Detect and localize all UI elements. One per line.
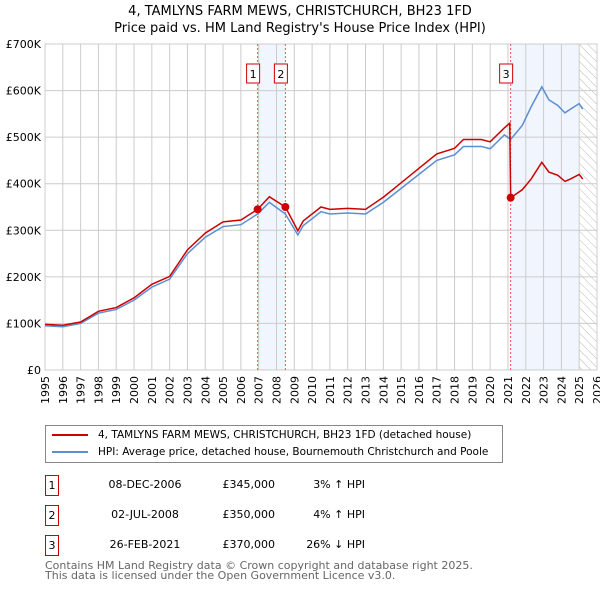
sale-label-box (273, 63, 288, 84)
sale-hpi: 4% ↑ HPI (313, 508, 365, 521)
x-tick-label: 2014 (377, 376, 390, 404)
x-tick-label: 2006 (235, 376, 248, 404)
footer: Contains HM Land Registry data © Crown c… (45, 559, 473, 582)
sale-row-1: 1 08-DEC-2006 £345,000 3% ↑ HPI (45, 475, 445, 496)
x-tick-label: 2026 (591, 376, 600, 404)
x-tick-label: 2012 (342, 376, 355, 404)
y-tick-label: £500K (6, 131, 42, 144)
y-tick-label: £400K (6, 178, 42, 191)
x-tick-label: 1998 (92, 376, 105, 404)
sale-point (253, 205, 262, 214)
x-tick-label: 2008 (270, 376, 283, 404)
series-line-hpi (44, 85, 584, 328)
chart-title: 4, TAMLYNS FARM MEWS, CHRISTCHURCH, BH23… (128, 4, 472, 19)
x-tick-label: 2001 (146, 376, 159, 404)
highlight-span (257, 44, 286, 370)
legend-swatch-blue (52, 451, 88, 453)
x-tick-label: 2000 (128, 376, 141, 404)
sale-date: 08-DEC-2006 (108, 478, 182, 491)
x-tick-label: 2020 (484, 376, 497, 404)
sale-date: 26-FEB-2021 (109, 538, 181, 551)
sale-marker: 2 (45, 505, 59, 526)
x-tick-label: 2018 (449, 376, 462, 404)
y-tick-label: £600K (6, 85, 42, 98)
sale-label-box (246, 63, 261, 84)
x-tick-label: 1999 (110, 376, 123, 404)
sale-price: £345,000 (222, 478, 276, 491)
x-tick-label: 1996 (57, 376, 70, 404)
plot-area: 1995 1996 1997 1998 1999 2000 2001 2002 2003 2004… (6, 38, 600, 404)
footer-line: This data is licensed under the Open Gov… (45, 569, 396, 582)
sale-date: 02-JUL-2008 (111, 508, 179, 521)
x-tick-label: 2004 (199, 376, 212, 404)
sale-hpi: 3% ↑ HPI (313, 478, 365, 491)
x-tick-label: 2021 (502, 376, 515, 404)
y-tick-label: £100K (6, 317, 42, 330)
sale-price: £350,000 (222, 508, 276, 521)
x-tick-label: 1997 (75, 376, 88, 404)
legend-label: HPI: Average price, detached house, Bour… (98, 446, 489, 458)
sale-row-2: 2 02-JUL-2008 £350,000 4% ↑ HPI (45, 505, 445, 526)
plot-frame (44, 43, 598, 371)
series-line-property (44, 121, 584, 327)
x-tick-label: 2023 (538, 376, 551, 404)
sale-hpi: 26% ↓ HPI (306, 538, 365, 551)
y-tick-label: £300K (6, 224, 42, 237)
x-tick-label: 2011 (324, 376, 337, 404)
legend-item-property: 4, TAMLYNS FARM MEWS, CHRISTCHURCH, BH23… (52, 429, 471, 441)
x-tick-label: 1995 (39, 376, 52, 404)
sale-label: 3 (503, 68, 510, 81)
x-tick-label: 2017 (431, 376, 444, 404)
x-tick-label: 2003 (181, 376, 194, 404)
x-tick-label: 2007 (253, 376, 266, 404)
sale-price: £370,000 (222, 538, 276, 551)
legend: 4, TAMLYNS FARM MEWS, CHRISTCHURCH, BH23… (45, 425, 503, 463)
y-tick-label: £700K (6, 38, 42, 51)
highlight-span (510, 44, 580, 370)
x-tick-label: 2022 (520, 376, 533, 404)
sale-marker: 1 (45, 475, 59, 496)
sale-point (506, 193, 515, 202)
sale-point (281, 203, 290, 211)
x-tick-label: 2025 (573, 376, 586, 404)
x-tick-label: 2002 (164, 376, 177, 404)
sale-label: 1 (250, 68, 257, 81)
x-tick-label: 2005 (217, 376, 230, 404)
legend-item-hpi: HPI: Average price, detached house, Bour… (52, 446, 488, 458)
chart-subtitle: Price paid vs. HM Land Registry's House … (114, 21, 486, 36)
sale-row-3: 3 26-FEB-2021 £370,000 26% ↓ HPI (45, 535, 445, 556)
sale-label: 2 (277, 68, 284, 81)
y-tick-label: £200K (6, 271, 42, 284)
x-tick-label: 2010 (306, 376, 319, 404)
sale-label-box (499, 63, 514, 84)
y-tick-label: £0 (27, 364, 41, 377)
legend-label: 4, TAMLYNS FARM MEWS, CHRISTCHURCH, BH23… (98, 429, 472, 441)
x-tick-label: 2009 (288, 376, 301, 404)
x-tick-label: 2016 (413, 376, 426, 404)
x-tick-label: 2024 (555, 376, 568, 404)
x-tick-label: 2015 (395, 376, 408, 404)
sale-marker: 3 (45, 535, 59, 556)
legend-swatch-red (52, 434, 88, 436)
x-tick-label: 2019 (466, 376, 479, 404)
footer-line: Contains HM Land Registry data © Crown c… (45, 559, 473, 572)
forecast-hatch (579, 44, 597, 370)
x-tick-label: 2013 (360, 376, 373, 404)
